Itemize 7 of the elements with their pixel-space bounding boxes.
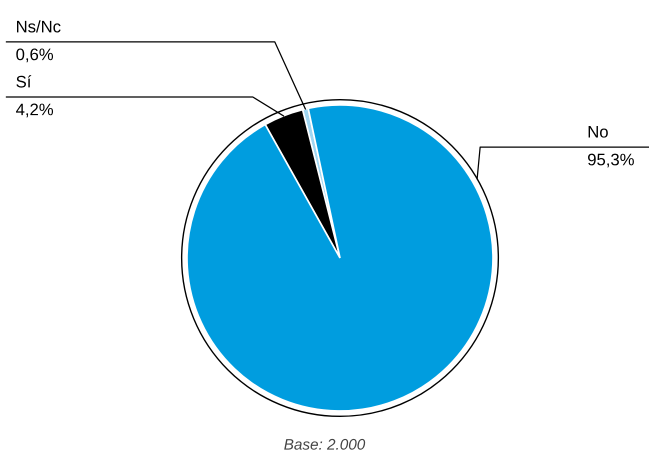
data-label: 0,6% bbox=[16, 48, 54, 62]
slice-label: Ns/Nc bbox=[17, 20, 61, 32]
text: Base: 2.000 bbox=[284, 438, 366, 450]
data-label: 95,3% bbox=[588, 154, 634, 168]
data-label: 4,2% bbox=[16, 104, 54, 118]
slice-label: Sí bbox=[16, 75, 32, 88]
slice-label: No bbox=[588, 126, 608, 138]
